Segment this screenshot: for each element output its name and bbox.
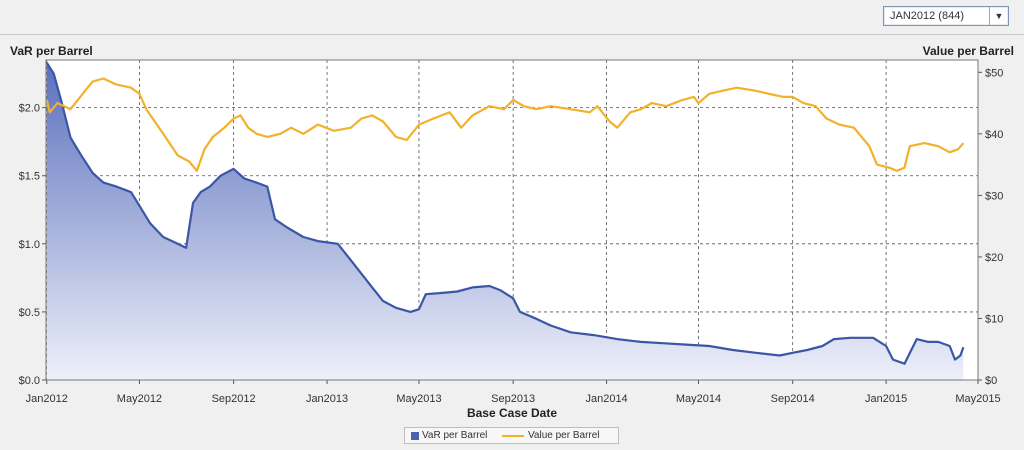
x-tick-label: Sep2012	[212, 393, 256, 405]
y-right-tick-label: $30	[985, 190, 1003, 202]
chevron-down-icon[interactable]: ▼	[989, 7, 1008, 25]
x-tick-label: Jan2013	[306, 393, 348, 405]
y-left-tick-label: $0.0	[19, 375, 40, 387]
y-left-tick-label: $2.0	[19, 103, 40, 115]
y-left-tick-label: $1.5	[19, 171, 40, 183]
var-area	[46, 62, 964, 380]
y-left-tick-label: $0.5	[19, 307, 40, 319]
x-tick-label: May2015	[955, 393, 1000, 405]
chart-legend: VaR per Barrel Value per Barrel	[404, 427, 619, 444]
y-right-tick-label: $20	[985, 252, 1003, 264]
toolbar	[0, 0, 1024, 34]
base-case-select-value: JAN2012 (844)	[890, 10, 964, 22]
legend-swatch-var	[411, 432, 419, 440]
x-tick-label: Jan2015	[865, 393, 907, 405]
y-right-tick-label: $50	[985, 67, 1003, 79]
legend-label-var: VaR per Barrel	[422, 430, 488, 441]
y-right-tick-label: $40	[985, 129, 1003, 141]
var-line	[45, 62, 965, 365]
x-axis-title: Base Case Date	[467, 406, 557, 420]
value-line	[45, 77, 965, 172]
y-left-tick-label: $1.0	[19, 239, 40, 251]
x-tick-label: Sep2014	[771, 393, 815, 405]
base-case-select[interactable]: JAN2012 (844) ▼	[883, 6, 1009, 26]
plot-border	[45, 59, 979, 381]
y-right-tick-label: $0	[985, 375, 997, 387]
x-tick-label: Jan2014	[585, 393, 627, 405]
x-tick-label: Sep2013	[491, 393, 535, 405]
right-axis-title: Value per Barrel	[922, 44, 1014, 58]
legend-label-value: Value per Barrel	[528, 430, 600, 441]
x-tick-label: May2012	[117, 393, 162, 405]
legend-swatch-value	[502, 435, 524, 437]
x-tick-label: May2014	[676, 393, 721, 405]
x-tick-label: May2013	[396, 393, 441, 405]
left-axis-title: VaR per Barrel	[10, 44, 93, 58]
x-tick-label: Jan2012	[26, 393, 68, 405]
toolbar-divider	[0, 34, 1024, 35]
y-right-tick-label: $10	[985, 313, 1003, 325]
